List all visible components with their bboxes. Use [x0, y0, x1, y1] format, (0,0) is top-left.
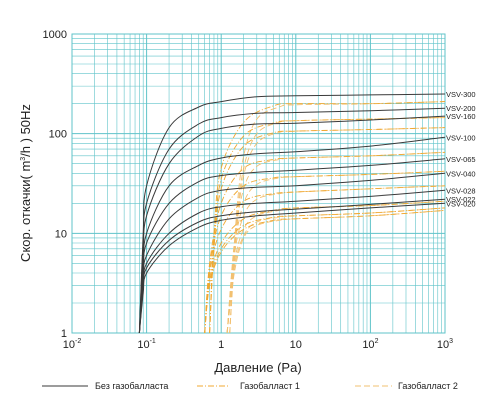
series-label-vsv-020: VSV-020	[446, 199, 476, 208]
y-tick-label: 10	[55, 228, 67, 240]
y-axis-title: Скор. откачки( m3/h ) 50Hz	[18, 104, 33, 262]
curve-vsv-028-ballast-1	[204, 200, 446, 334]
curves-layer	[138, 93, 446, 334]
y-axis-title-sup: 3	[20, 157, 27, 161]
curve-vsv-028-no-ballast	[138, 189, 446, 334]
legend: Без газобалласта Газобалласт 1 Газобалла…	[42, 381, 458, 391]
curve-vsv-020-no-ballast	[138, 202, 446, 334]
x-tick-label: 103	[437, 338, 453, 351]
x-tick-label: 1	[218, 339, 224, 351]
series-label-vsv-028: VSV-028	[446, 186, 476, 195]
curve-vsv-020-ballast-1	[204, 209, 446, 334]
curve-vsv-022-ballast-2	[226, 207, 446, 334]
curve-vsv-022-ballast-1	[204, 207, 446, 334]
series-label-vsv-160: VSV-160	[446, 112, 476, 121]
curve-vsv-300-no-ballast	[138, 93, 446, 334]
curve-vsv-028-ballast-2	[226, 200, 446, 334]
curve-vsv-100-no-ballast	[138, 136, 446, 334]
y-axis-title-part-1: Скор. откачки	[18, 179, 33, 261]
curve-vsv-040-ballast-2	[226, 185, 446, 334]
curve-vsv-200-ballast-2	[229, 117, 446, 334]
x-tick-labels: 10-2 10-1 1 10 102 103	[63, 338, 453, 351]
curve-vsv-065-no-ballast	[138, 158, 446, 334]
plot-grid	[71, 34, 445, 334]
curve-vsv-100-ballast-2	[226, 151, 446, 334]
series-label-vsv-300: VSV-300	[446, 90, 476, 99]
series-label-vsv-040: VSV-040	[446, 169, 476, 178]
plot-frame	[71, 33, 446, 334]
x-tick-label: 102	[362, 338, 378, 351]
x-tick-label: 10	[290, 339, 302, 351]
curve-vsv-200-no-ballast	[138, 107, 446, 334]
series-label-vsv-100: VSV-100	[446, 133, 476, 142]
curve-vsv-022-no-ballast	[138, 198, 446, 334]
y-tick-labels: 1 10 100 1000	[43, 29, 67, 340]
curve-vsv-020-ballast-2	[226, 209, 446, 334]
curve-vsv-100-ballast-1	[204, 151, 446, 334]
curve-vsv-040-no-ballast	[138, 172, 446, 334]
y-axis-title-part-2: ( m	[18, 161, 33, 180]
legend-label-ballast-2: Газобалласт 2	[398, 381, 458, 391]
curve-vsv-160-no-ballast	[138, 115, 446, 334]
series-label-vsv-200: VSV-200	[446, 104, 476, 113]
y-axis-title-part-3: /h ) 50Hz	[18, 104, 33, 157]
y-tick-label: 1	[61, 328, 67, 340]
curve-vsv-160-ballast-2	[229, 127, 446, 334]
y-tick-label: 1000	[43, 29, 67, 41]
curve-vsv-065-ballast-2	[226, 170, 446, 334]
series-label-vsv-065: VSV-065	[446, 155, 476, 164]
legend-label-ballast-1: Газобалласт 1	[240, 381, 300, 391]
curve-vsv-160-ballast-1	[209, 127, 446, 334]
series-label-vsv-022: VSV-022	[446, 195, 476, 204]
y-tick-label: 100	[49, 129, 67, 141]
curve-vsv-040-ballast-1	[204, 185, 446, 334]
curve-vsv-065-ballast-1	[204, 170, 446, 334]
x-tick-label: 10-1	[137, 338, 156, 351]
x-axis-title: Давление (Pa)	[214, 360, 301, 375]
x-tick-label: 10-2	[63, 338, 82, 351]
legend-label-no-ballast: Без газобалласта	[95, 381, 168, 391]
